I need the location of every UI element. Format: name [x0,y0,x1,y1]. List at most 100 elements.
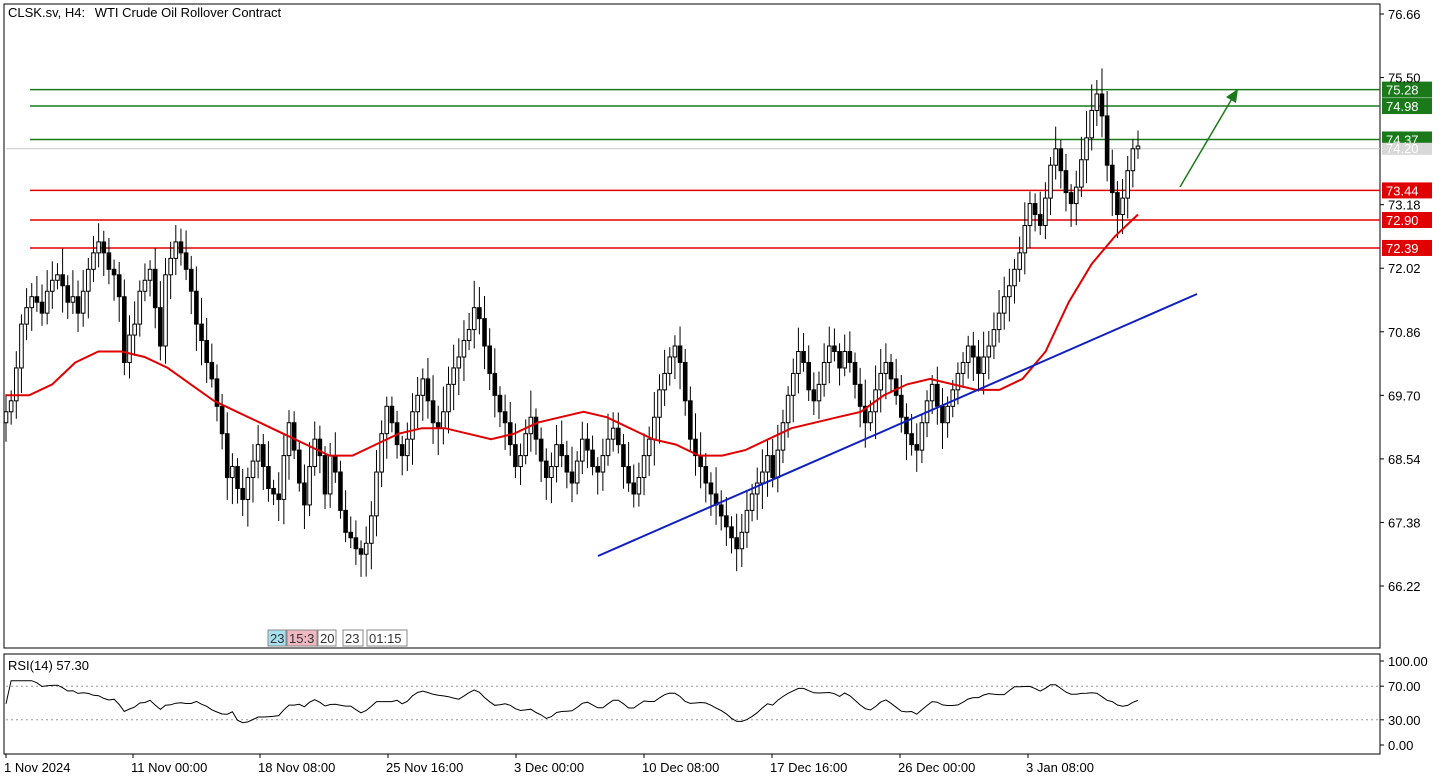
candle[interactable] [657,374,662,444]
candle[interactable] [610,412,616,452]
candle[interactable] [188,255,194,315]
candle[interactable] [1001,276,1007,330]
candle[interactable] [1027,191,1033,248]
candle[interactable] [1012,259,1017,304]
candle[interactable] [518,443,523,485]
candle[interactable] [600,438,606,491]
candle[interactable] [554,424,559,483]
candle[interactable] [209,343,215,388]
candle[interactable] [1017,236,1022,282]
candle[interactable] [667,347,673,386]
candle[interactable] [1022,202,1028,275]
candle[interactable] [1058,140,1064,189]
candle[interactable] [204,317,209,383]
candle[interactable] [358,540,364,577]
candle[interactable] [96,223,101,268]
candle[interactable] [250,444,256,503]
candle[interactable] [904,403,909,461]
candle[interactable] [260,434,266,490]
candle[interactable] [960,352,966,388]
candle[interactable] [163,258,168,364]
candle[interactable] [1007,268,1012,322]
candle[interactable] [446,366,451,434]
candle[interactable] [461,320,467,382]
candle[interactable] [965,335,971,379]
candle[interactable] [1063,153,1069,212]
candle[interactable] [878,348,884,413]
candle[interactable] [322,446,328,509]
candle[interactable] [1120,178,1125,235]
candle[interactable] [158,281,163,361]
candle[interactable] [693,413,698,476]
candle[interactable] [132,301,137,356]
candle[interactable] [857,367,863,428]
candle[interactable] [343,490,348,543]
candle[interactable] [451,344,456,411]
candle[interactable] [482,296,487,370]
candle[interactable] [296,440,302,492]
candle[interactable] [626,442,631,492]
candle[interactable] [641,433,647,496]
candle[interactable] [240,469,245,517]
candle[interactable] [178,228,184,266]
candle[interactable] [662,349,667,406]
candle[interactable] [672,335,678,380]
candle[interactable] [106,237,112,285]
candle[interactable] [718,490,724,531]
candle[interactable] [374,450,379,537]
candle[interactable] [893,358,899,405]
candle[interactable] [1130,138,1136,188]
candle[interactable] [420,368,426,421]
candle[interactable] [219,393,225,450]
candle[interactable] [276,472,282,522]
candle[interactable] [471,280,477,349]
candle[interactable] [127,315,132,379]
candle[interactable] [929,375,935,414]
candle[interactable] [271,479,276,506]
candle[interactable] [708,472,714,516]
candle[interactable] [410,393,415,465]
candle[interactable] [1037,191,1043,235]
candle[interactable] [55,263,60,290]
candle[interactable] [780,409,786,464]
candle[interactable] [456,338,462,396]
candle[interactable] [302,464,307,530]
candle[interactable] [363,526,369,577]
candle[interactable] [631,464,637,508]
candle[interactable] [729,516,734,554]
candle[interactable] [760,449,765,509]
candle[interactable] [688,386,693,451]
candle[interactable] [50,261,55,309]
candle[interactable] [399,435,405,476]
candle[interactable] [1104,91,1110,182]
candle[interactable] [29,283,35,331]
candle[interactable] [888,353,894,394]
candle[interactable] [487,328,492,391]
candle[interactable] [80,270,86,327]
candle[interactable] [281,434,287,525]
candle[interactable] [70,270,76,315]
candle[interactable] [1053,126,1058,180]
candle[interactable] [971,331,976,381]
candle[interactable] [976,339,981,392]
candle[interactable] [816,371,822,420]
candle[interactable] [194,266,199,351]
candle[interactable] [168,241,173,300]
candle[interactable] [1068,184,1074,227]
candle[interactable] [935,366,940,425]
candle[interactable] [533,408,539,455]
candle[interactable] [286,410,292,480]
candle[interactable] [116,262,122,322]
candle[interactable] [950,380,956,418]
candle[interactable] [1032,193,1038,232]
candle[interactable] [291,411,297,460]
candle[interactable] [621,433,626,489]
candle[interactable] [765,438,770,497]
candle[interactable] [183,230,189,281]
candle[interactable] [497,386,503,428]
candle[interactable] [65,275,71,319]
candle[interactable] [538,427,544,482]
candle[interactable] [60,248,65,313]
candle[interactable] [996,289,1002,343]
candle[interactable] [44,270,50,325]
